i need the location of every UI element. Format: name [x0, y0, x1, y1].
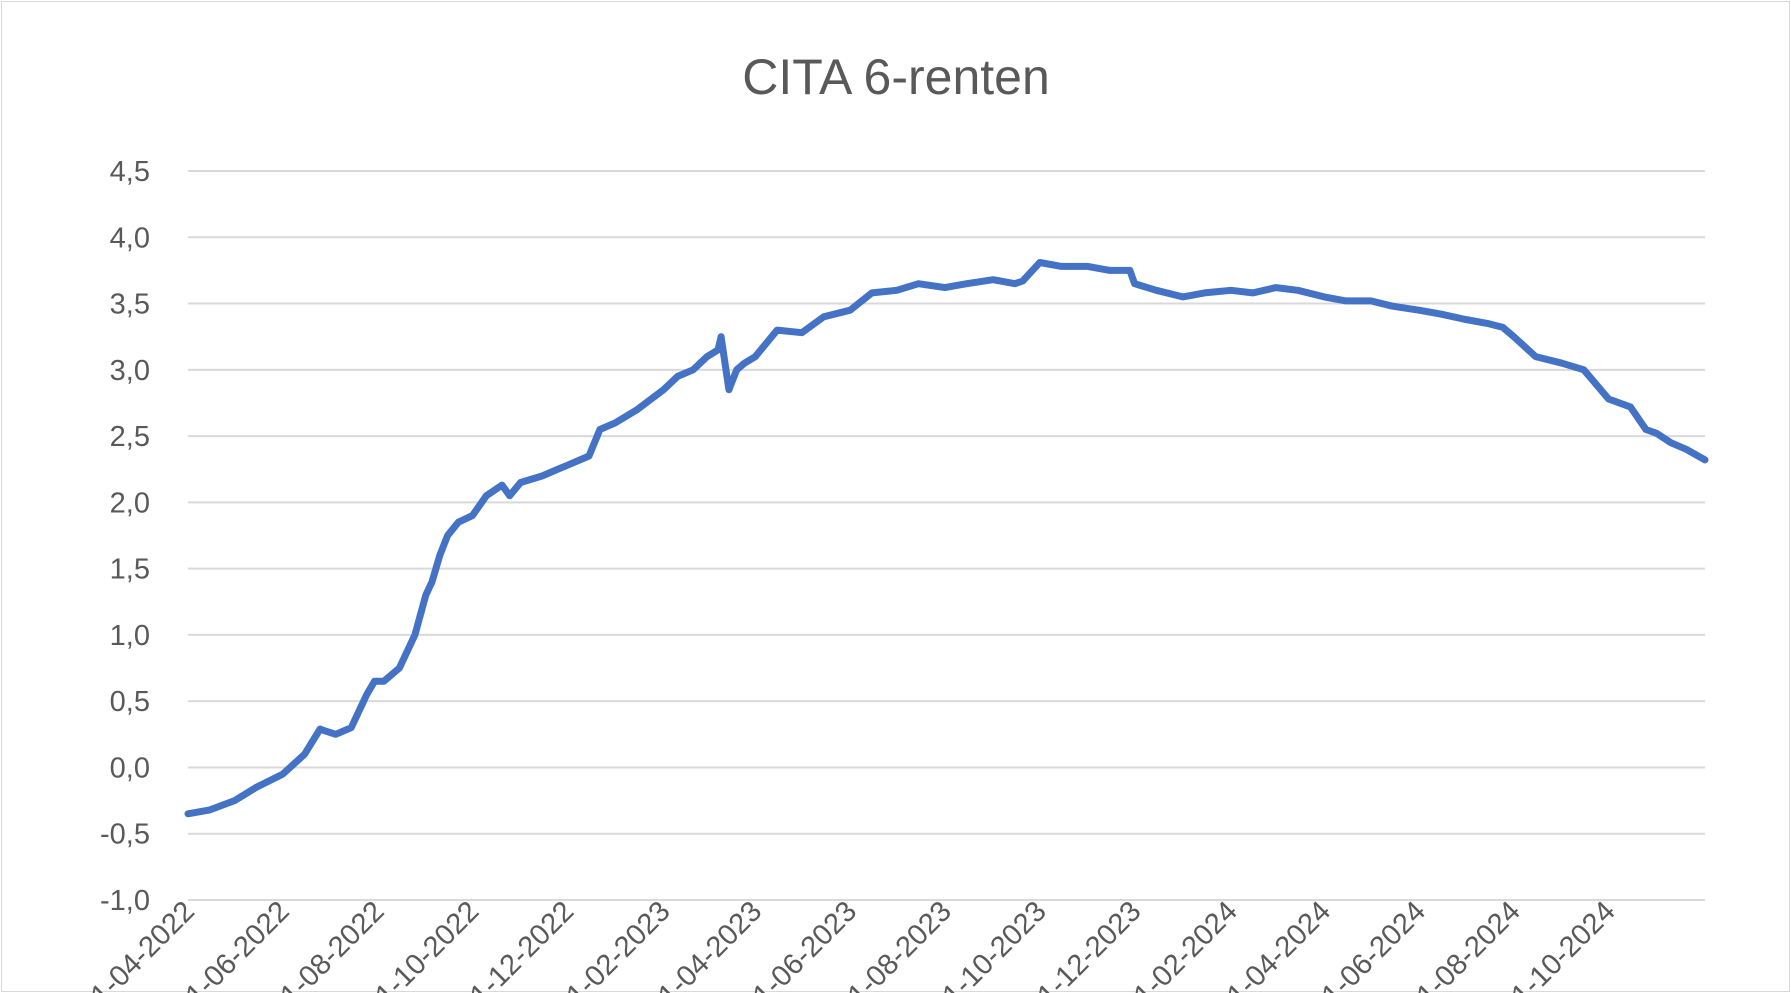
gridlines — [188, 170, 1705, 901]
y-axis: -1,0 -0,5 0,0 0,5 1,0 1,5 2,0 2,5 3,0 3,5 4,0 4,5 — [100, 156, 150, 917]
y-tick-label: 0,0 — [110, 752, 150, 784]
x-axis: 01-04-202201-06-202201-08-202201-10-2022… — [73, 895, 1621, 993]
y-tick-label: 2,5 — [110, 421, 150, 453]
y-tick-label: 0,5 — [110, 686, 150, 718]
y-tick-label: 1,5 — [110, 554, 150, 586]
chart-title: CITA 6-renten — [742, 49, 1050, 105]
y-tick-label: 4,0 — [110, 222, 150, 254]
series-line — [184, 259, 1709, 818]
series-layer — [184, 259, 1709, 818]
y-tick-label: -1,0 — [100, 885, 150, 917]
y-tick-label: 1,0 — [110, 620, 150, 652]
y-tick-label: -0,5 — [100, 819, 150, 851]
y-tick-label: 3,0 — [110, 355, 150, 387]
y-tick-label: 3,5 — [110, 289, 150, 321]
y-tick-label: 4,5 — [110, 156, 150, 188]
y-tick-label: 2,0 — [110, 487, 150, 519]
